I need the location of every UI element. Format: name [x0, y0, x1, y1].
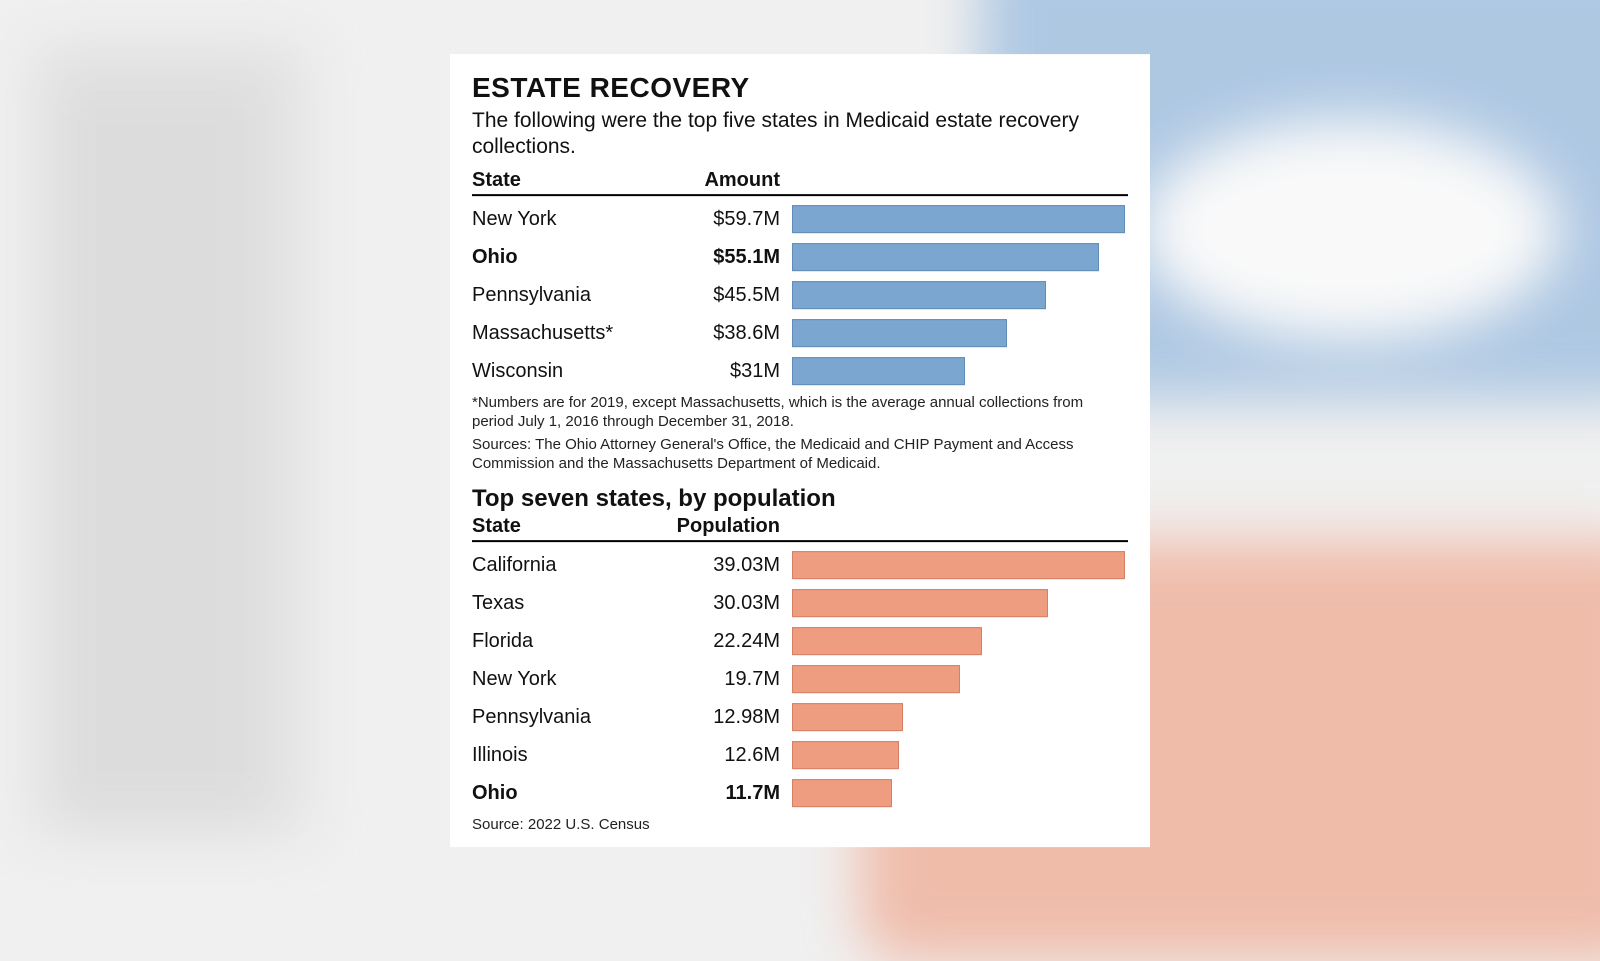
chart1-row: Wisconsin$31M: [472, 352, 1128, 390]
chart2-bar: [792, 589, 1048, 617]
chart2-row: Texas30.03M: [472, 584, 1128, 622]
chart2-row: Illinois12.6M: [472, 736, 1128, 774]
chart2-bar-wrap: [792, 660, 1128, 698]
main-title: ESTATE RECOVERY: [472, 72, 1128, 104]
chart2-amount-label: 11.7M: [672, 782, 792, 805]
chart2-bar: [792, 779, 892, 807]
recovery-chart: State Amount New York$59.7MOhio$55.1MPen…: [472, 169, 1128, 473]
chart2-bar: [792, 627, 982, 655]
population-chart: State Population California39.03MTexas30…: [472, 515, 1128, 833]
chart1-bar: [792, 205, 1125, 233]
chart2-row: Pennsylvania12.98M: [472, 698, 1128, 736]
chart1-amount-label: $45.5M: [672, 284, 792, 307]
chart1-bar-wrap: [792, 352, 1128, 390]
chart2-bar-wrap: [792, 698, 1128, 736]
chart1-state-label: Massachusetts*: [472, 322, 672, 345]
infographic-card: ESTATE RECOVERY The following were the t…: [450, 54, 1150, 848]
chart2-state-label: New York: [472, 668, 672, 691]
chart2-bar-wrap: [792, 736, 1128, 774]
chart1-state-label: Ohio: [472, 246, 672, 269]
chart2-state-label: Ohio: [472, 782, 672, 805]
chart2-state-label: Texas: [472, 592, 672, 615]
chart1-header-amount: Amount: [672, 169, 792, 192]
chart2-row: Florida22.24M: [472, 622, 1128, 660]
chart2-amount-label: 22.24M: [672, 630, 792, 653]
chart1-header-state: State: [472, 169, 672, 192]
chart1-headers: State Amount: [472, 169, 1128, 196]
chart2-state-label: Florida: [472, 630, 672, 653]
chart1-amount-label: $38.6M: [672, 322, 792, 345]
chart2-bar-wrap: [792, 546, 1128, 584]
chart2-row: Ohio11.7M: [472, 774, 1128, 812]
chart1-state-label: New York: [472, 208, 672, 231]
chart2-state-label: Illinois: [472, 744, 672, 767]
chart1-state-label: Pennsylvania: [472, 284, 672, 307]
chart1-bar-wrap: [792, 200, 1128, 238]
chart1-state-label: Wisconsin: [472, 360, 672, 383]
chart1-row: Pennsylvania$45.5M: [472, 276, 1128, 314]
chart2-amount-label: 12.98M: [672, 706, 792, 729]
chart2-title: Top seven states, by population: [472, 485, 1128, 513]
chart1-row: New York$59.7M: [472, 200, 1128, 238]
chart2-header-state: State: [472, 515, 672, 538]
chart2-bar-wrap: [792, 774, 1128, 812]
chart1-row: Massachusetts*$38.6M: [472, 314, 1128, 352]
chart1-bar-wrap: [792, 238, 1128, 276]
chart1-bar: [792, 319, 1007, 347]
chart1-footnote: *Numbers are for 2019, except Massachuse…: [472, 394, 1128, 432]
chart1-amount-label: $55.1M: [672, 246, 792, 269]
chart2-header-amount: Population: [672, 515, 792, 538]
chart2-row: New York19.7M: [472, 660, 1128, 698]
chart2-bar: [792, 551, 1125, 579]
chart1-bar-wrap: [792, 276, 1128, 314]
chart1-bar: [792, 357, 965, 385]
chart2-amount-label: 19.7M: [672, 668, 792, 691]
chart2-bar-wrap: [792, 584, 1128, 622]
chart1-amount-label: $31M: [672, 360, 792, 383]
chart2-amount-label: 12.6M: [672, 744, 792, 767]
chart2-amount-label: 30.03M: [672, 592, 792, 615]
chart1-row: Ohio$55.1M: [472, 238, 1128, 276]
chart1-bar: [792, 243, 1099, 271]
chart2-row: California39.03M: [472, 546, 1128, 584]
chart1-bar-wrap: [792, 314, 1128, 352]
chart2-source: Source: 2022 U.S. Census: [472, 816, 1128, 833]
chart1-bar: [792, 281, 1046, 309]
main-subtitle: The following were the top five states i…: [472, 108, 1128, 162]
chart2-headers: State Population: [472, 515, 1128, 542]
chart2-amount-label: 39.03M: [672, 554, 792, 577]
chart2-state-label: Pennsylvania: [472, 706, 672, 729]
chart1-sources: Sources: The Ohio Attorney General's Off…: [472, 436, 1128, 474]
chart2-bar: [792, 741, 899, 769]
chart2-bar: [792, 665, 960, 693]
chart2-bar-wrap: [792, 622, 1128, 660]
chart2-state-label: California: [472, 554, 672, 577]
chart1-amount-label: $59.7M: [672, 208, 792, 231]
chart2-bar: [792, 703, 903, 731]
